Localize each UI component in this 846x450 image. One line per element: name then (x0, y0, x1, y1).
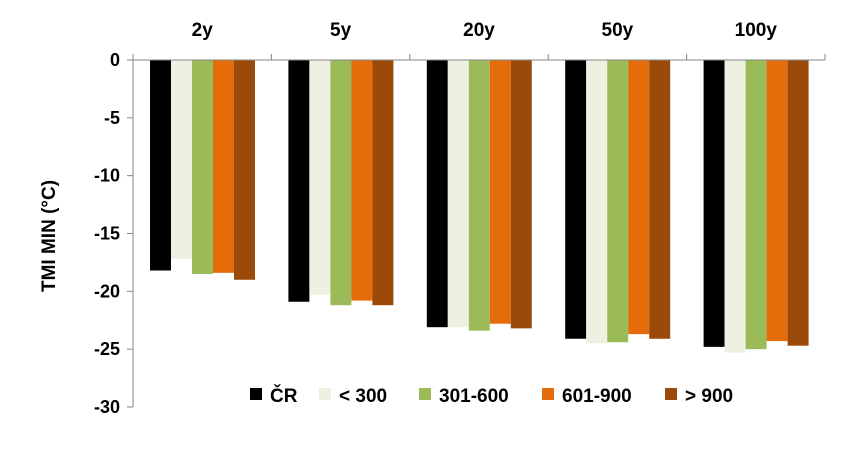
legend-label-4: 601-900 (562, 386, 632, 407)
bar-3-5 (510, 60, 532, 329)
bar-5-4 (766, 60, 788, 342)
bar-4-1 (565, 60, 587, 339)
bar-3-1 (426, 60, 448, 328)
legend-swatch-3 (419, 388, 431, 400)
legend-label-5: > 900 (685, 386, 733, 407)
bar-1-3 (192, 60, 213, 274)
bar-1-5 (234, 60, 255, 280)
bars-group (150, 60, 809, 353)
category-label-3: 20y (463, 20, 495, 41)
bar-1-4 (213, 60, 234, 273)
bar-4-2 (586, 60, 608, 344)
category-label-4: 50y (602, 20, 634, 41)
y-tick-label-1: 0 (110, 50, 120, 70)
bar-2-2 (309, 60, 331, 295)
legend-swatch-5 (665, 388, 677, 400)
bar-3-4 (489, 60, 511, 324)
y-tick-label-6: -25 (94, 339, 120, 359)
bar-5-5 (787, 60, 809, 346)
legend-swatch-2 (319, 388, 331, 400)
category-label-2: 5y (330, 20, 352, 41)
y-tick-label-2: -5 (104, 108, 120, 128)
bar-2-4 (351, 60, 373, 301)
category-label-1: 2y (192, 20, 214, 41)
bar-4-5 (649, 60, 671, 339)
bar-5-1 (703, 60, 725, 347)
y-tick-label-7: -30 (94, 397, 120, 417)
y-tick-label-3: -10 (94, 166, 120, 186)
axes-group: 0 -5 -10 -15 -20 -25 -30 2y 5y 20y 50y 100y (94, 20, 826, 417)
y-tick-label-5: -20 (94, 281, 120, 301)
bar-2-5 (372, 60, 394, 306)
bar-4-3 (607, 60, 629, 343)
bar-5-2 (724, 60, 746, 353)
legend-swatch-4 (542, 388, 554, 400)
bar-3-3 (468, 60, 490, 331)
bar-4-4 (628, 60, 650, 335)
category-label-5: 100y (735, 20, 778, 41)
bar-2-3 (330, 60, 352, 306)
bar-2-1 (288, 60, 310, 302)
bar-1-1 (150, 60, 171, 271)
bar-5-3 (745, 60, 767, 350)
y-tick-label-4: -15 (94, 224, 120, 244)
bar-1-2 (171, 60, 192, 259)
y-axis-title: TMI MIN (°C) (39, 180, 60, 292)
legend: ČR < 300 301-600 601-900 > 900 (250, 385, 733, 407)
legend-label-3: 301-600 (439, 386, 509, 407)
legend-label-1: ČR (270, 385, 298, 407)
legend-label-2: < 300 (339, 386, 387, 407)
bar-3-2 (447, 60, 469, 328)
legend-swatch-1 (250, 388, 262, 400)
